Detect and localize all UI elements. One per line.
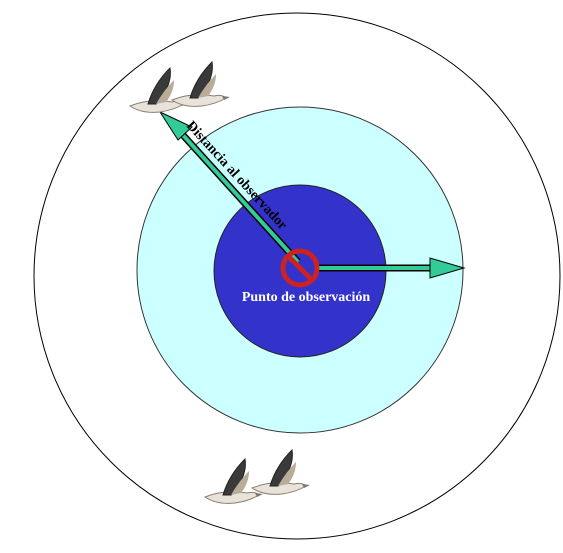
arrow-right [318,257,466,279]
point-label: Punto de observación [242,290,371,305]
observation-point [280,248,320,288]
arrow-distance [158,110,301,265]
